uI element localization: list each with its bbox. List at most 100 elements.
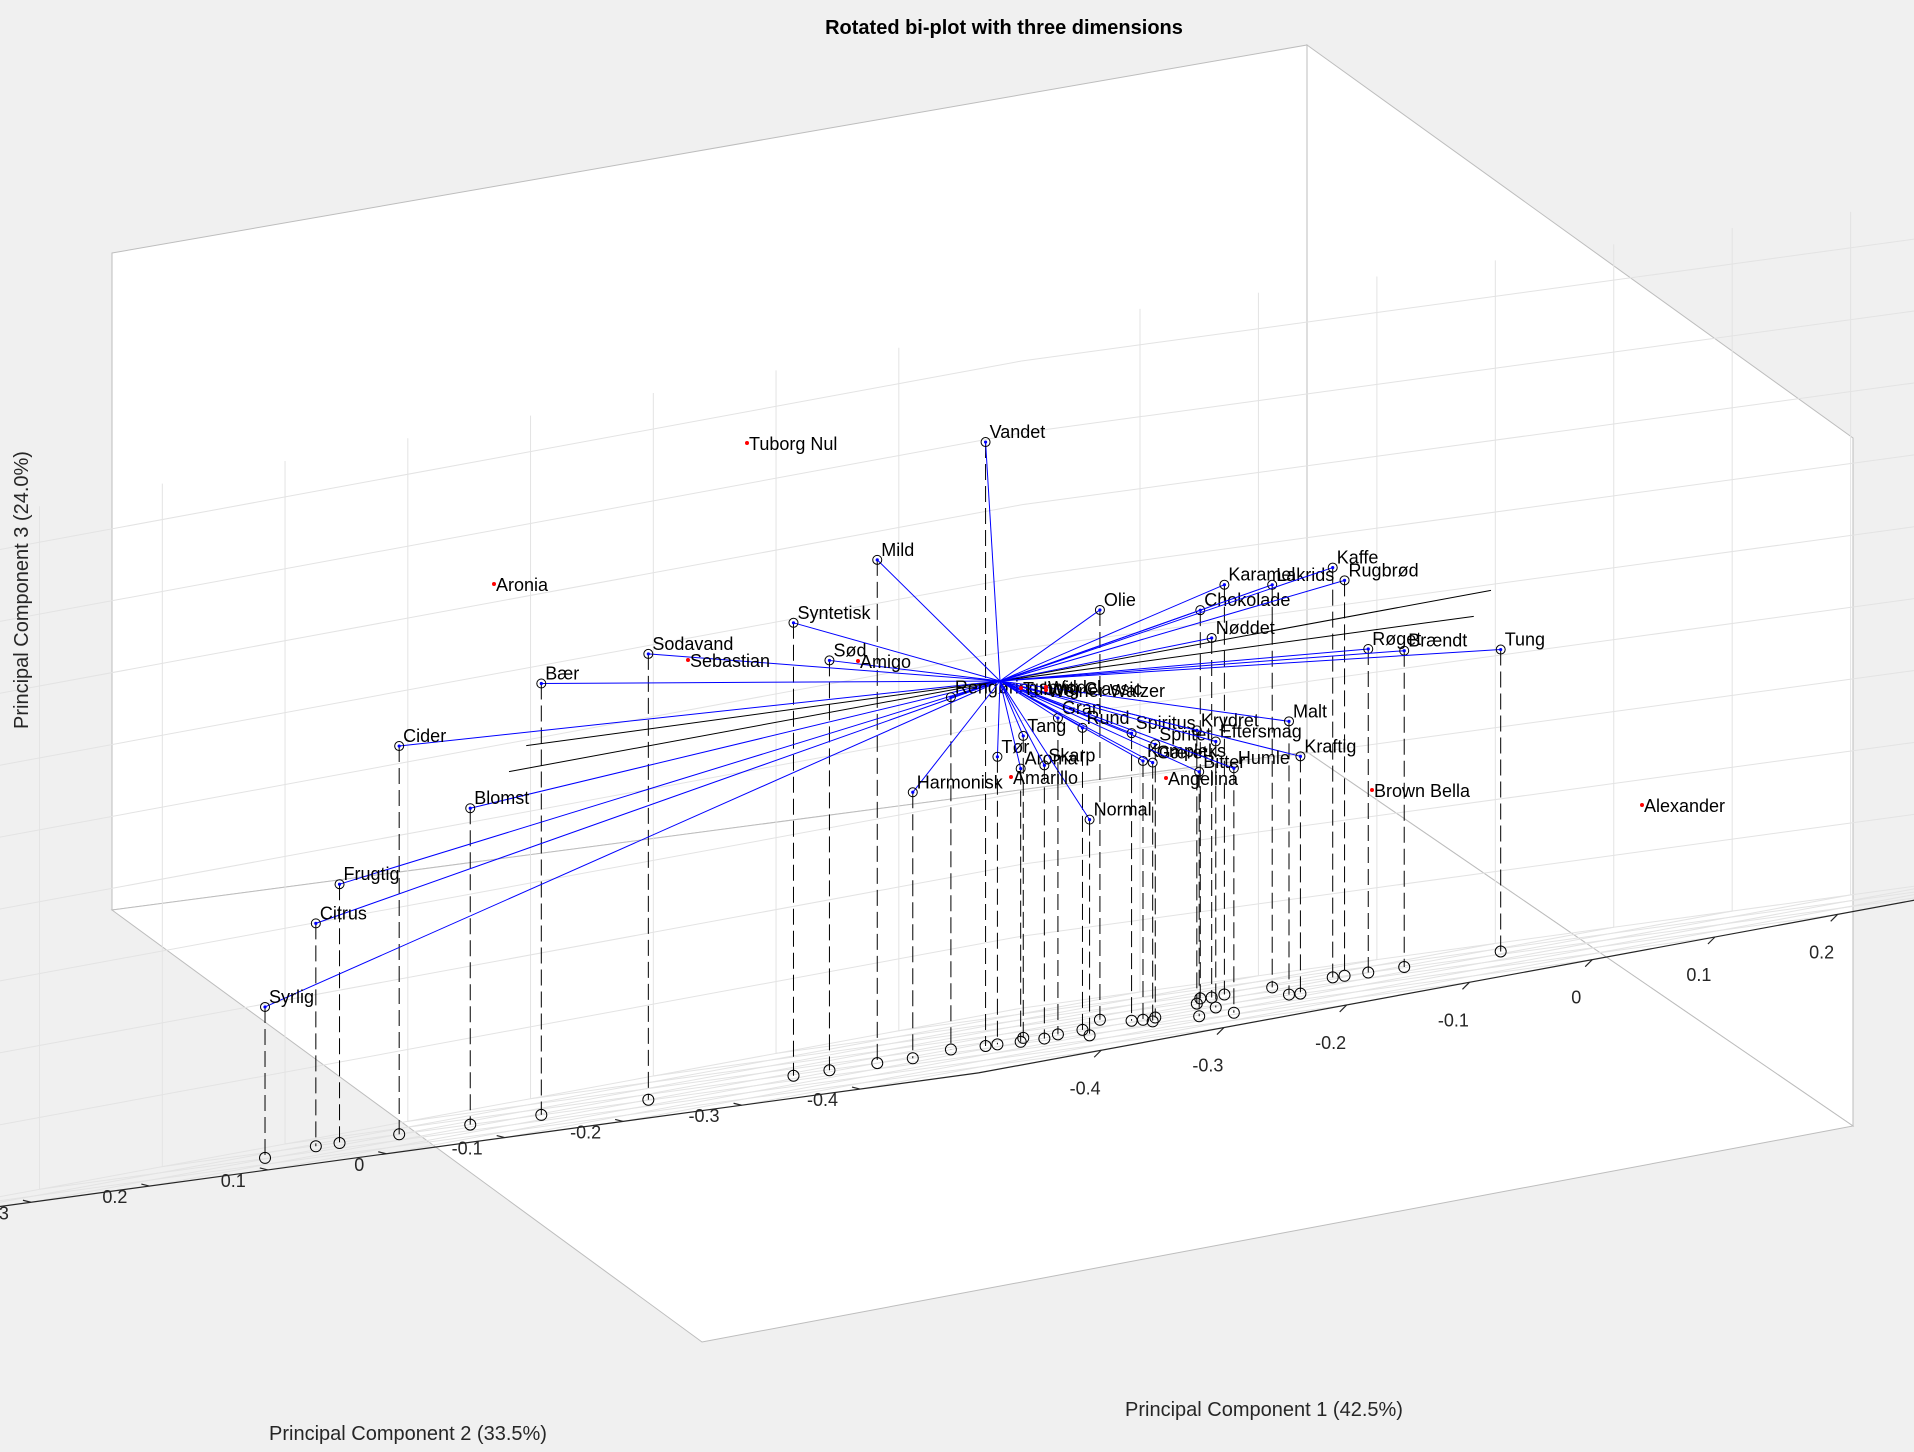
vector-label: Sød (833, 640, 866, 660)
x-tick-label: 0.2 (1809, 942, 1834, 962)
floor-marker (1083, 1029, 1096, 1042)
score-point (1640, 803, 1644, 807)
vector-marker (824, 655, 835, 666)
vector-tip (1098, 608, 1102, 612)
vector-label: Syntetisk (797, 603, 871, 623)
grid-line-y-floor (859, 894, 1914, 1090)
score-label: Tuborg Classic (1023, 679, 1142, 699)
vector-marker (334, 879, 345, 890)
x-tick-label: 0 (1571, 988, 1581, 1008)
grid-line-z-wall-left (0, 791, 1022, 982)
vector-tip (1232, 766, 1236, 770)
y-tick-mark (259, 1167, 268, 1171)
vector-marker (1084, 814, 1095, 825)
vector-label: Kaffe (1337, 548, 1379, 568)
grid-line-z-wall-left (0, 648, 1022, 838)
vector-label: Chokolade (1204, 590, 1290, 610)
y-tick-label: 0.1 (221, 1171, 246, 1191)
floor-marker (1038, 1032, 1051, 1045)
vector-tip (1021, 734, 1025, 738)
loading-vector (999, 680, 1059, 719)
vector-tip (791, 621, 796, 625)
score-point (1164, 776, 1168, 780)
y-tick-mark (22, 1199, 32, 1203)
vector-tip (1331, 565, 1335, 570)
grid-line-y-floor (30, 975, 1259, 1203)
vector-label: Citrus (320, 903, 367, 923)
vector-tip (1214, 739, 1218, 744)
y-tick-label: 0.2 (102, 1187, 127, 1207)
loading-vector (999, 637, 1212, 682)
vector-tip (314, 921, 318, 925)
floor-marker (1398, 961, 1411, 974)
score-label: Amarillo (1013, 768, 1078, 788)
vector-marker (1191, 725, 1202, 736)
vector-marker (643, 648, 654, 659)
x-tick-label: -0.2 (1315, 1033, 1346, 1053)
vector-marker (980, 437, 991, 448)
vector-tip (1197, 770, 1201, 774)
grid-line-z-wall-right (1021, 454, 1914, 578)
grid-line-y-floor (0, 991, 1141, 1203)
vector-label: Røget (1372, 629, 1421, 649)
vector-marker (907, 787, 918, 798)
x-tick-mark (1216, 1027, 1225, 1036)
x-tick-mark (1462, 981, 1470, 990)
vector-marker (536, 678, 547, 689)
grid-line-z-wall-left (0, 360, 1022, 551)
loading-vector (999, 680, 1200, 773)
grid-line-z-wall-right (1021, 526, 1914, 650)
floor-marker (333, 1137, 346, 1150)
vector-tip (539, 681, 543, 686)
vector-marker (1195, 605, 1206, 616)
y-tick-mark (614, 1118, 624, 1122)
floor-marker (1326, 971, 1339, 984)
floor-marker (464, 1118, 477, 1131)
vector-marker (1267, 579, 1278, 590)
floor-marker (823, 1064, 836, 1077)
x-tick-label: -0.4 (1070, 1078, 1101, 1098)
vector-tip (263, 1005, 267, 1009)
vector-label: Bitter (1203, 752, 1245, 772)
vector-label: Kraftig (1304, 736, 1356, 756)
floor-marker (979, 1040, 992, 1053)
vector-label: Tang (1027, 716, 1066, 736)
vector-tip (337, 882, 342, 886)
x-axis-label: Principal Component 1 (42.5%) (1125, 1399, 1403, 1421)
vector-marker (1150, 739, 1161, 750)
vector-marker (260, 1001, 271, 1012)
vector-marker (1219, 579, 1230, 590)
grid-line-z-wall-left (0, 576, 1022, 766)
score-point (1009, 775, 1013, 779)
score-label: Wit (1048, 678, 1074, 698)
loading-vector (999, 680, 1144, 762)
vector-label: Rugbrød (1349, 560, 1419, 580)
x-tick-label: 0.1 (1686, 965, 1711, 985)
vector-marker (1015, 763, 1026, 774)
vector-tip (397, 744, 401, 748)
gridlines (0, 211, 1914, 1203)
score-point (492, 582, 496, 586)
grid-line-z-wall-right (1021, 310, 1914, 434)
vector-label: Nøddet (1216, 618, 1275, 638)
loading-vector (999, 567, 1333, 682)
vector-tip (1402, 649, 1406, 653)
loading-vector (999, 680, 1156, 745)
floor-marker (871, 1057, 884, 1070)
vector-tip (1056, 716, 1060, 720)
z-axis-label: Principal Component 3 (24.0%) (11, 451, 33, 729)
score-label: Tuborg Nul (749, 434, 837, 454)
grid-line-z-wall-right (1021, 382, 1914, 506)
vector-label: Sodavand (652, 634, 733, 654)
floor-marker (1338, 969, 1351, 982)
vector-tip (1210, 636, 1214, 640)
vector-tip (1366, 647, 1370, 651)
x-tick-mark (1339, 1004, 1348, 1013)
loading-vector (999, 680, 1024, 737)
floor-marker (1014, 1035, 1027, 1048)
grid-line-z-wall-right (1021, 598, 1914, 721)
floor-marker (1218, 988, 1231, 1001)
vector-tip (1342, 578, 1347, 582)
vector-label: Harmonisk (917, 772, 1004, 792)
floor-marker (1205, 991, 1218, 1004)
